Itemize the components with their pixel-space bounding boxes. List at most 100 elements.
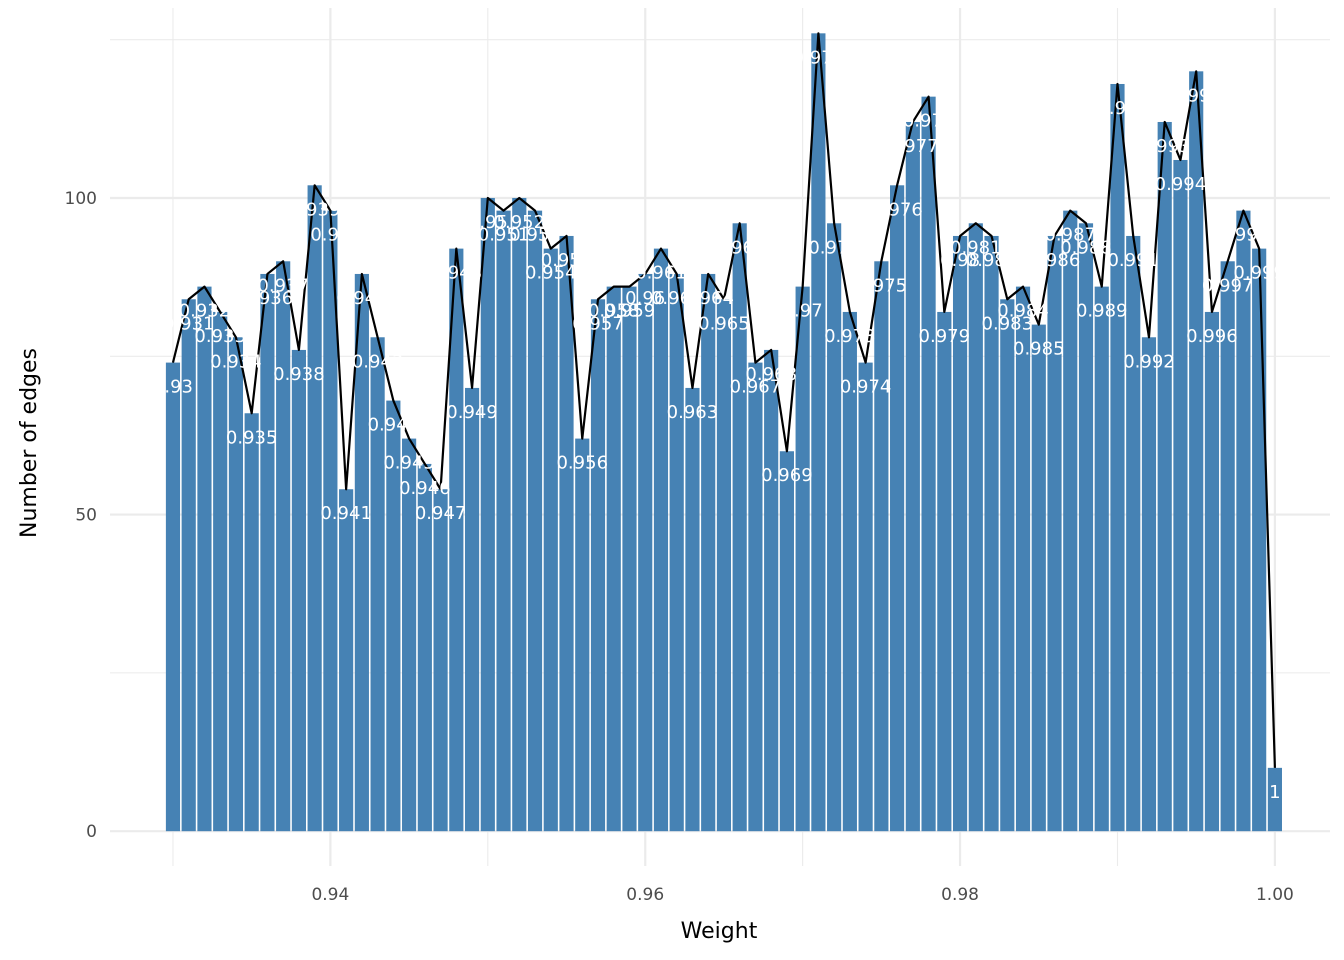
bar-value-label: 0.954 [525,263,577,284]
bar [1236,210,1251,832]
bar-value-label: 0.934 [210,351,262,372]
bar-value-label: 0.953 [509,225,561,246]
bar [827,223,842,832]
bar [748,362,763,832]
bar [858,362,873,832]
bar-value-label: 0.999 [1233,263,1285,284]
bar [1173,159,1188,832]
bar [937,311,952,832]
bar [1110,83,1125,832]
bar [779,451,794,832]
bar [512,197,527,832]
bar-value-label: 0.932 [179,301,231,322]
bar-value-label: 0.991 [1107,250,1159,271]
bar-value-label: 0.994 [1155,174,1207,195]
bar [669,273,684,832]
bar [590,299,606,832]
bar [1252,248,1267,832]
bar [638,273,653,832]
bar-value-label: 0.985 [1013,339,1065,360]
bar-value-label: 0.989 [1076,301,1128,322]
bar-value-label: 0.931 [163,313,215,334]
bar [606,286,621,832]
bar-value-label: 0.94 [310,225,350,246]
bar-value-label: 0.948 [431,263,483,284]
bar-value-label: 0.963 [667,402,719,423]
bar-value-label: 0.96 [625,288,665,309]
bar-value-label: 0.974 [840,377,892,398]
bar [716,299,732,832]
bar [874,261,889,832]
bar-value-label: 0.983 [982,313,1034,334]
bar [433,489,448,832]
bar-value-label: 0.935 [226,427,278,448]
bar [323,210,338,832]
x-tick-label: 0.98 [941,885,979,905]
bar [1047,235,1062,832]
bar-value-label: 0.997 [1202,275,1254,296]
bar [921,96,936,832]
x-tick-label: 1.00 [1256,885,1294,905]
bar [905,121,920,832]
bar [386,400,401,832]
bar [984,235,999,832]
y-tick-label: 50 [75,506,97,526]
bar-value-label: 0.978 [903,111,955,132]
bar [575,438,590,832]
y-tick-label: 100 [65,189,97,209]
bar [1063,210,1078,832]
bar [213,311,228,832]
bar [1000,299,1015,832]
bar-value-label: 0.95 [468,212,508,233]
bar [559,235,574,832]
bar [1126,235,1141,832]
bar-value-label: 0.992 [1123,351,1175,372]
bar [1204,311,1220,832]
bar-value-label: 0.965 [698,313,750,334]
bar [276,261,291,832]
bar-value-label: 0.955 [541,250,593,271]
bar [197,286,212,832]
bar [527,210,543,832]
bar-value-label: 0.969 [761,465,813,486]
trend-line-group [171,32,1276,768]
bar [402,438,417,832]
bar-value-label: 0.943 [352,351,404,372]
bar-value-label: 0.939 [289,199,341,220]
bar-value-label: 0.982 [966,250,1018,271]
x-axis-title: Weight [681,919,758,944]
x-tick-label: 0.96 [626,885,664,905]
bar [417,463,432,832]
bar-value-label: 1 [1269,782,1280,803]
bar-value-label: 0.979 [919,326,971,347]
bar [464,387,480,832]
bar-value-label: 0.987 [1044,225,1096,246]
bar-value-label: 0.998 [1218,225,1270,246]
bar-value-label: 0.956 [556,453,608,474]
y-axis-ticks: 0 50 100 [65,189,97,842]
bar-value-label: 0.976 [871,199,923,220]
bar-value-label: 0.996 [1186,326,1238,347]
bar [1267,767,1282,832]
bar-value-label: 0.957 [572,313,624,334]
bar [685,387,700,832]
y-tick-label: 0 [86,822,97,842]
bar [370,337,385,832]
bar-value-label: 0.977 [887,136,939,157]
bar-value-label: 0.972 [808,237,860,258]
bar [795,286,810,832]
bar [165,362,181,832]
bar [732,223,747,832]
bar [228,337,244,832]
bar-value-label: 0.993 [1139,136,1191,157]
bar [543,248,558,832]
bars-group [165,33,1282,832]
bar [1094,286,1109,832]
bar [1220,261,1235,832]
bar [1141,337,1157,832]
bar [890,185,905,832]
x-axis-ticks: 0.94 0.96 0.98 1.00 [311,885,1293,905]
bar [1189,71,1204,832]
bar-value-label: 0.984 [997,301,1049,322]
